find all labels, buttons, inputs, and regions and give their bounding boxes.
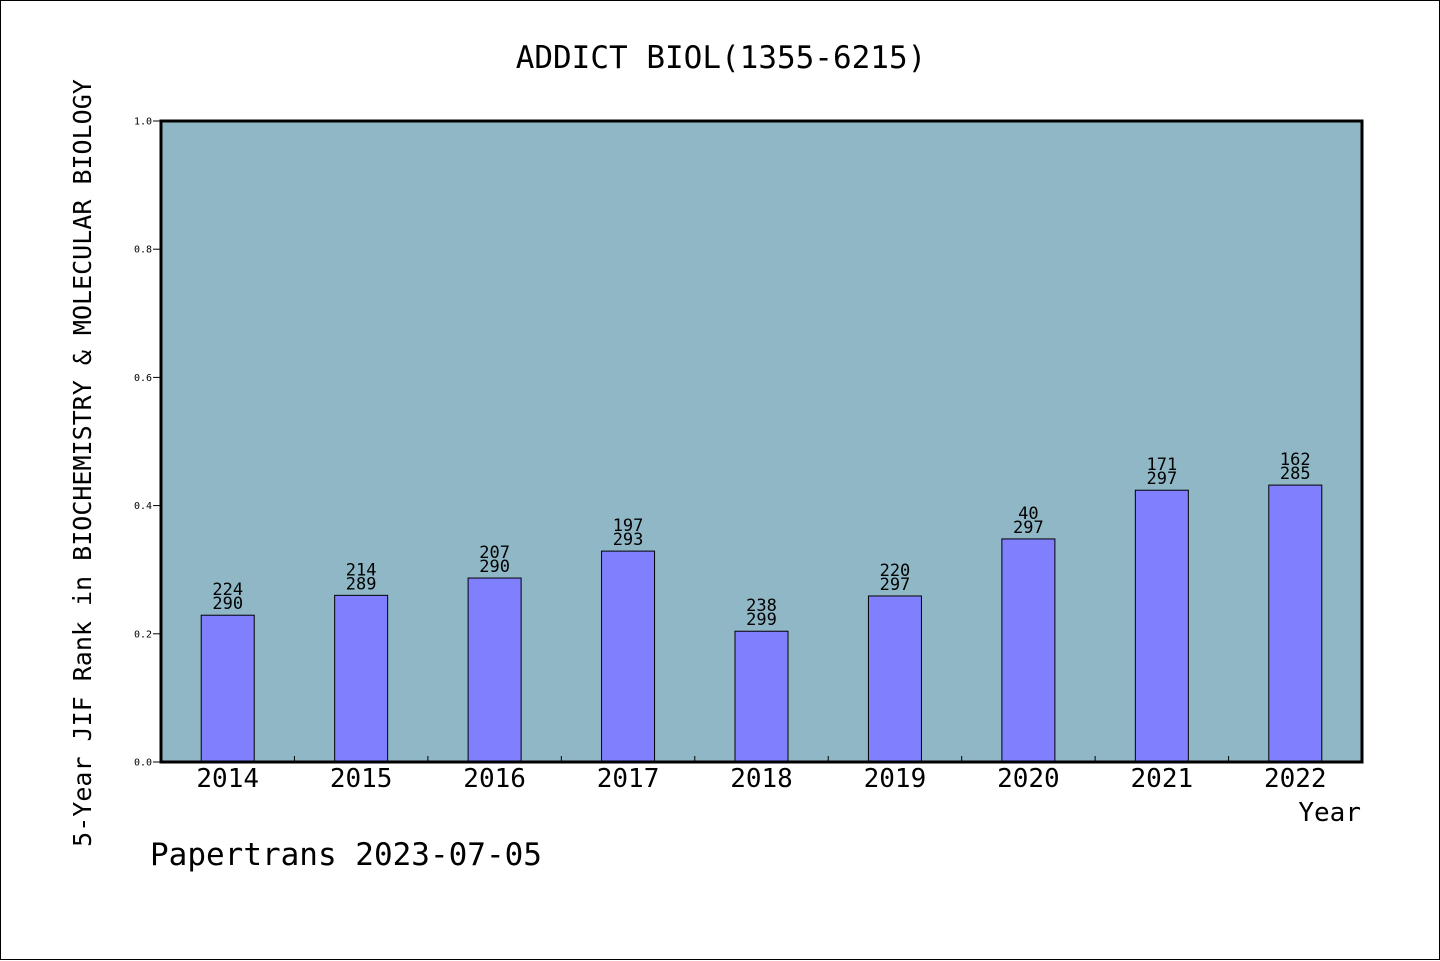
plot-border <box>159 119 1364 764</box>
bars-layer <box>200 484 1323 763</box>
bar-total-label: 299 <box>746 610 777 630</box>
bar-rank-label: 224 <box>212 580 243 600</box>
y-axis-label: 5-Year JIF Rank in BIOCHEMISTRY & MOLECU… <box>68 79 97 847</box>
bar-rank-label: 207 <box>479 543 510 563</box>
x-tick-label: 2021 <box>1131 764 1194 794</box>
x-tick-label: 2022 <box>1264 764 1327 794</box>
bar-2019 <box>867 595 922 763</box>
bar-total-label: 297 <box>880 575 911 595</box>
bar-rank-label: 40 <box>1018 504 1038 524</box>
x-axis-label: Year <box>1298 798 1361 828</box>
bar-2015 <box>334 594 389 763</box>
x-tick-label: 2014 <box>196 764 259 794</box>
x-tick-label: 2019 <box>864 764 927 794</box>
bar-rank-label: 197 <box>613 516 644 536</box>
x-tick-label: 2018 <box>730 764 793 794</box>
bar-2018 <box>734 630 789 763</box>
bar-total-label: 293 <box>613 530 644 550</box>
bar-rank-label: 238 <box>746 596 777 616</box>
bar-2020 <box>1001 538 1056 763</box>
x-tick-label: 2015 <box>330 764 393 794</box>
chart-title: ADDICT BIOL(1355-6215) <box>516 40 927 76</box>
bar-rank-label: 162 <box>1280 450 1311 470</box>
y-tick-label: 0.2 <box>134 629 152 640</box>
bar-2014 <box>200 614 255 763</box>
bar-rank-label: 171 <box>1146 455 1177 475</box>
x-tick-label: 2016 <box>463 764 526 794</box>
bar-total-label: 289 <box>346 574 377 594</box>
bar-rank-label: 220 <box>880 561 911 581</box>
footer-watermark: Papertrans 2023-07-05 <box>150 837 542 873</box>
bar-2017 <box>601 550 656 763</box>
bar-total-label: 290 <box>479 557 510 577</box>
labels-layer: 2242902014214289201520729020161972932017… <box>196 450 1326 794</box>
x-tick-label: 2020 <box>997 764 1060 794</box>
bar-total-label: 290 <box>212 594 243 614</box>
bar-2021 <box>1134 489 1189 763</box>
y-tick-label: 0.8 <box>134 245 152 256</box>
y-tick-label: 0.6 <box>134 373 152 384</box>
y-tick-label: 1.0 <box>134 117 152 128</box>
bar-total-label: 285 <box>1280 464 1311 484</box>
x-tick-label: 2017 <box>597 764 660 794</box>
bar-2022 <box>1268 484 1323 763</box>
bar-total-label: 297 <box>1146 469 1177 489</box>
y-tick-label: 0.0 <box>134 758 152 769</box>
bar-total-label: 297 <box>1013 518 1044 538</box>
bar-rank-label: 214 <box>346 560 377 580</box>
y-tick-label: 0.4 <box>134 501 152 512</box>
bar-2016 <box>467 577 522 763</box>
